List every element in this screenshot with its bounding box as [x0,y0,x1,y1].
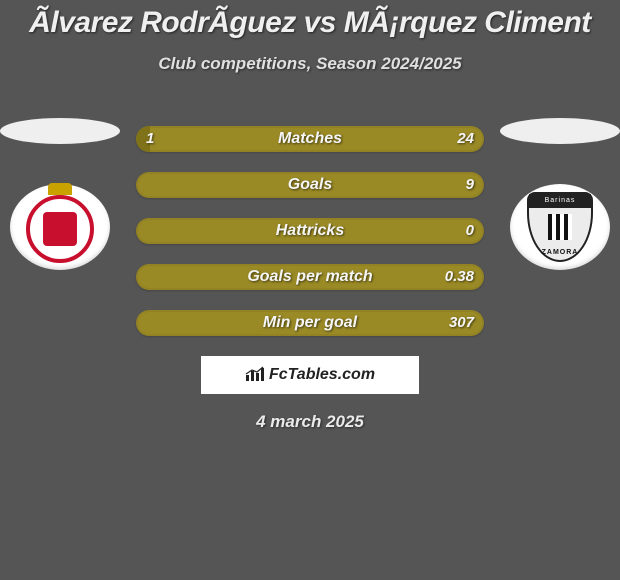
right-crest-top-text: Barinas [529,194,591,208]
comparison-card: Ãlvarez RodrÃ­guez vs MÃ¡rquez Climent C… [0,0,620,580]
stat-label: Hattricks [136,218,484,244]
left-club-badge [10,184,110,270]
right-crest-bottom-text: ZAMORA [542,249,579,256]
bar-chart-icon [245,366,265,382]
comparison-date: 4 march 2025 [0,412,620,432]
left-club-crest-icon [26,195,94,263]
season-subtitle: Club competitions, Season 2024/2025 [0,54,620,74]
stat-label: Goals [136,172,484,198]
stat-row: 1Matches24 [136,126,484,152]
stat-right-value: 0 [466,218,474,244]
right-country-flag [500,118,620,144]
stat-label: Goals per match [136,264,484,290]
stat-row: Goals per match0.38 [136,264,484,290]
stats-bars: 1Matches24 Goals9 Hattricks0 Goals per matc… [136,126,484,356]
stat-right-value: 0.38 [445,264,474,290]
brand-text: FcTables.com [269,366,375,383]
stat-right-value: 307 [449,310,474,336]
stat-label: Min per goal [136,310,484,336]
stat-right-value: 9 [466,172,474,198]
stat-right-value: 24 [457,126,474,152]
left-country-flag [0,118,120,144]
stat-row: Goals9 [136,172,484,198]
brand-watermark[interactable]: FcTables.com [201,356,419,394]
stat-label: Matches [136,126,484,152]
page-title: Ãlvarez RodrÃ­guez vs MÃ¡rquez Climent [0,0,620,40]
stat-row: Hattricks0 [136,218,484,244]
left-team-column [0,118,120,348]
right-team-column: Barinas ZAMORA [500,118,620,348]
right-club-badge: Barinas ZAMORA [510,184,610,270]
right-club-crest-icon: Barinas ZAMORA [527,192,593,262]
stat-row: Min per goal307 [136,310,484,336]
